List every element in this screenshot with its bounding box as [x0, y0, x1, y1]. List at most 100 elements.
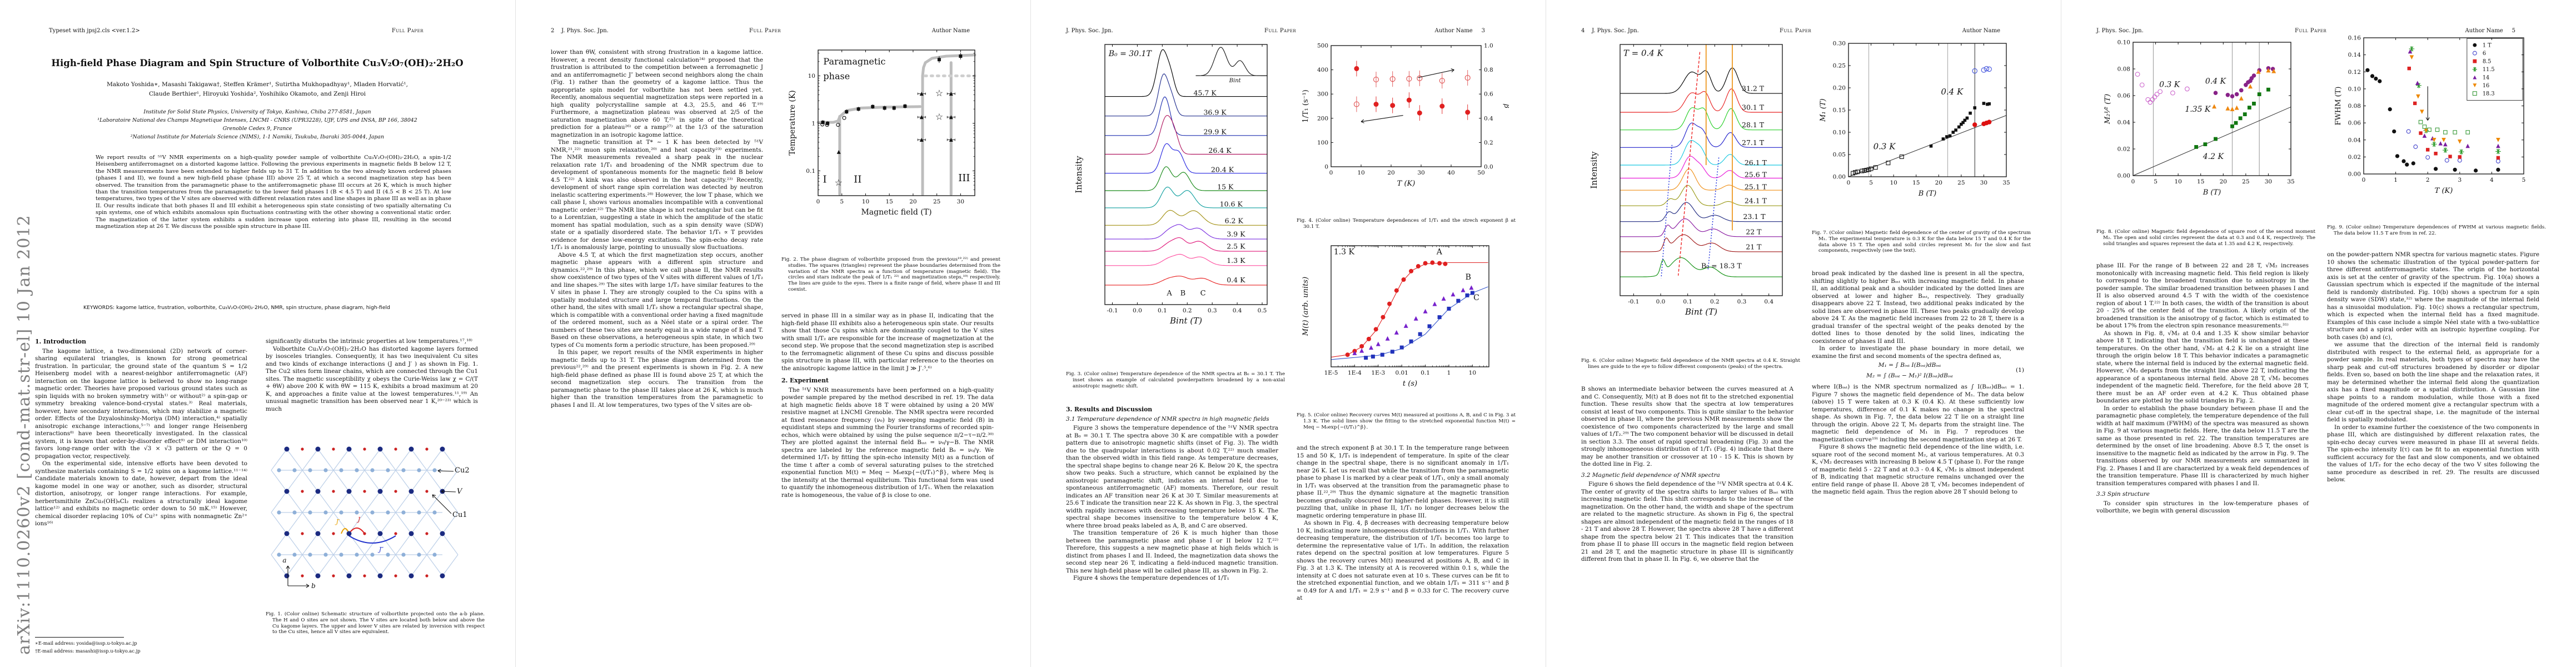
page-number: 5: [2512, 28, 2515, 34]
svg-text:8.5: 8.5: [2483, 59, 2492, 65]
figure-1-lattice: J J′ J″ Cu2 V Cu1 a b: [266, 440, 478, 607]
svg-text:a: a: [282, 556, 286, 564]
svg-text:V: V: [457, 487, 463, 496]
paragraph: significantly disturbs the intrinsic pro…: [266, 338, 472, 345]
running-head-full-paper: Full Paper: [1264, 28, 1297, 34]
svg-text:4.2 K: 4.2 K: [2203, 152, 2225, 161]
svg-text:31.2 T: 31.2 T: [1742, 84, 1765, 93]
svg-text:25: 25: [933, 198, 940, 205]
paragraph: As shown in Fig. 8, √M₂ at 0.4 and 1.35 …: [2096, 330, 2309, 405]
svg-text:0.1: 0.1: [1683, 298, 1692, 305]
journal-name: J. Phys. Soc. Jpn.: [1592, 28, 1639, 34]
svg-text:0: 0: [1324, 164, 1328, 171]
paragraph: served in phase III in a similar way as …: [781, 312, 994, 372]
arxiv-sidebar-text: arXiv:1110.0260v2 [cond-mat.str-el] 10 J…: [14, 215, 34, 655]
paragraph: lower than θW, consistent with strong fr…: [551, 49, 763, 138]
svg-text:M₁ (T): M₁ (T): [1819, 98, 1827, 122]
section-3-2-heading: 3.2 Magnetic field dependence of NMR spe…: [1581, 471, 1720, 479]
svg-text:0.10: 0.10: [1833, 130, 1846, 136]
page-3: J. Phys. Soc. Jpn. Full Paper Author Nam…: [1030, 0, 1546, 667]
svg-text:0.15: 0.15: [1833, 107, 1846, 114]
svg-text:Intensity: Intensity: [1074, 156, 1084, 193]
paper-title: High-field Phase Diagram and Spin Struct…: [51, 58, 464, 68]
section-1-heading: 1. Introduction: [35, 338, 86, 345]
running-head-full-paper: Full Paper: [1780, 28, 1812, 34]
figure-4-caption: Fig. 4. (Color online) Temperature depen…: [1297, 218, 1516, 230]
svg-text:0.4 K: 0.4 K: [1227, 276, 1245, 284]
svg-text:0.1: 0.1: [1421, 370, 1430, 376]
page-5: J. Phys. Soc. Jpn. Full Paper Author Nam…: [2061, 0, 2576, 667]
svg-text:Cu1: Cu1: [452, 511, 467, 519]
svg-text:28.1 T: 28.1 T: [1742, 121, 1765, 129]
figure-9-caption: Fig. 9. (Color online) Temperature depen…: [2327, 225, 2546, 236]
affiliation-1: ¹Laboratoire National des Champs Magneti…: [97, 117, 417, 123]
svg-text:II: II: [854, 173, 861, 185]
svg-text:30: 30: [1417, 170, 1424, 176]
svg-text:29.9 K: 29.9 K: [1203, 127, 1227, 136]
svg-text:Cu2: Cu2: [455, 466, 470, 475]
affiliation-1b: Grenoble Cedex 9, France: [222, 126, 292, 132]
footnote-rule: [35, 637, 124, 638]
svg-text:0.2: 0.2: [1484, 140, 1493, 146]
svg-text:0.20: 0.20: [1833, 85, 1846, 92]
svg-text:6.2 K: 6.2 K: [1225, 217, 1244, 225]
svg-text:0.0: 0.0: [1133, 307, 1142, 314]
svg-text:0.6: 0.6: [1484, 91, 1493, 98]
figure-1-caption: Fig. 1. (Color online) Schematic structu…: [266, 611, 485, 635]
equation-1a: M₁ = ∫ Bᵢₙₜ I(Bᵢₙₜ)dBᵢₙₜ: [1878, 362, 1941, 369]
svg-text:☆: ☆: [935, 111, 943, 122]
journal-name: J. Phys. Soc. Jpn.: [561, 28, 609, 34]
paragraph: Figure 3 shows the temperature dependenc…: [1066, 425, 1278, 529]
svg-text:10: 10: [862, 198, 869, 205]
page1-right-column: significantly disturbs the intrinsic pro…: [266, 338, 478, 413]
svg-text:5: 5: [2522, 177, 2526, 183]
svg-text:20: 20: [1387, 170, 1394, 176]
svg-text:A: A: [1436, 247, 1443, 256]
svg-text:10: 10: [1890, 180, 1897, 186]
svg-text:0.4: 0.4: [1764, 298, 1773, 305]
svg-text:18.3: 18.3: [2483, 91, 2495, 97]
svg-text:III: III: [958, 172, 970, 184]
svg-text:1.3 K: 1.3 K: [1334, 247, 1355, 256]
svg-text:0.04: 0.04: [2117, 120, 2131, 126]
svg-text:0.05: 0.05: [1833, 152, 1846, 158]
svg-text:Temperature (K): Temperature (K): [788, 90, 797, 156]
svg-text:J″: J″: [378, 546, 384, 553]
svg-text:300: 300: [1317, 91, 1328, 98]
svg-text:200: 200: [1317, 115, 1328, 122]
svg-text:24.1 T: 24.1 T: [1745, 197, 1767, 205]
svg-text:25: 25: [1957, 180, 1965, 186]
page2-left-column: lower than θW, consistent with strong fr…: [551, 49, 763, 409]
equation-1-lines: M₁ = ∫ Bᵢₙₜ I(Bᵢₙₜ)dBᵢₙₜ M₂ = ∫ (Bᵢₙₜ − …: [1812, 360, 2007, 381]
svg-text:I: I: [823, 173, 827, 185]
svg-text:5: 5: [1869, 180, 1873, 186]
svg-text:0: 0: [2362, 177, 2366, 183]
svg-text:0.04: 0.04: [2348, 137, 2361, 143]
svg-text:0.25: 0.25: [1833, 63, 1846, 69]
svg-text:0.16: 0.16: [2348, 35, 2361, 42]
svg-text:M(t) (arb. units): M(t) (arb. units): [1302, 277, 1310, 336]
svg-text:30: 30: [2265, 178, 2272, 185]
paragraph: In order to investigate the phase bounda…: [1812, 345, 2024, 360]
svg-text:Paramagnetic: Paramagnetic: [823, 56, 885, 67]
paragraph: In order to establish the phase boundary…: [2096, 405, 2309, 487]
page-number: 4: [1581, 28, 1585, 34]
page5-right-column: on the powder-pattern NMR spectra for va…: [2327, 251, 2539, 484]
svg-text:b: b: [311, 582, 316, 590]
paragraph: To consider spin structures in the low-t…: [2096, 500, 2309, 515]
svg-text:10.6 K: 10.6 K: [1220, 200, 1243, 208]
paragraph: The magnetic transition at T* ∼ 1 K has …: [551, 139, 763, 251]
svg-text:1E-3: 1E-3: [1371, 370, 1385, 376]
page-1: arXiv:1110.0260v2 [cond-mat.str-el] 10 J…: [0, 0, 515, 667]
svg-text:30.1 T: 30.1 T: [1742, 103, 1765, 112]
svg-text:15 K: 15 K: [1217, 183, 1234, 191]
figure-9-fwhm: 0 1 2 3 4 5 0.00 0.02 0.04 0.06 0.08 0.10 0.12 0.14 0.…: [2327, 33, 2539, 217]
equation-1-number: (1): [2015, 367, 2024, 374]
svg-text:C: C: [1200, 290, 1206, 298]
paragraph: As shown in Fig. 4, β decreases with dec…: [1297, 520, 1509, 601]
authors-line-2: Claude Berthier¹, Hiroyuki Yoshida², Yos…: [148, 91, 366, 97]
svg-text:1E-5: 1E-5: [1324, 370, 1338, 376]
page1-left-column: 1. Introduction The kagome lattice, a tw…: [35, 338, 247, 634]
svg-text:1E-4: 1E-4: [1348, 370, 1362, 376]
